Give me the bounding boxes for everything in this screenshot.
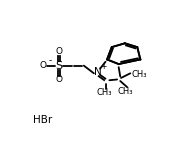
Text: CH₃: CH₃ — [131, 70, 146, 79]
Text: -: - — [48, 56, 51, 65]
Text: HBr: HBr — [33, 115, 53, 125]
Text: O: O — [40, 61, 47, 70]
Text: CH₃: CH₃ — [117, 87, 133, 96]
Text: CH₃: CH₃ — [96, 88, 112, 97]
Text: +: + — [100, 62, 106, 71]
Text: O: O — [56, 75, 63, 84]
Text: O: O — [56, 47, 63, 56]
Text: N: N — [94, 67, 102, 77]
Text: S: S — [55, 61, 63, 71]
